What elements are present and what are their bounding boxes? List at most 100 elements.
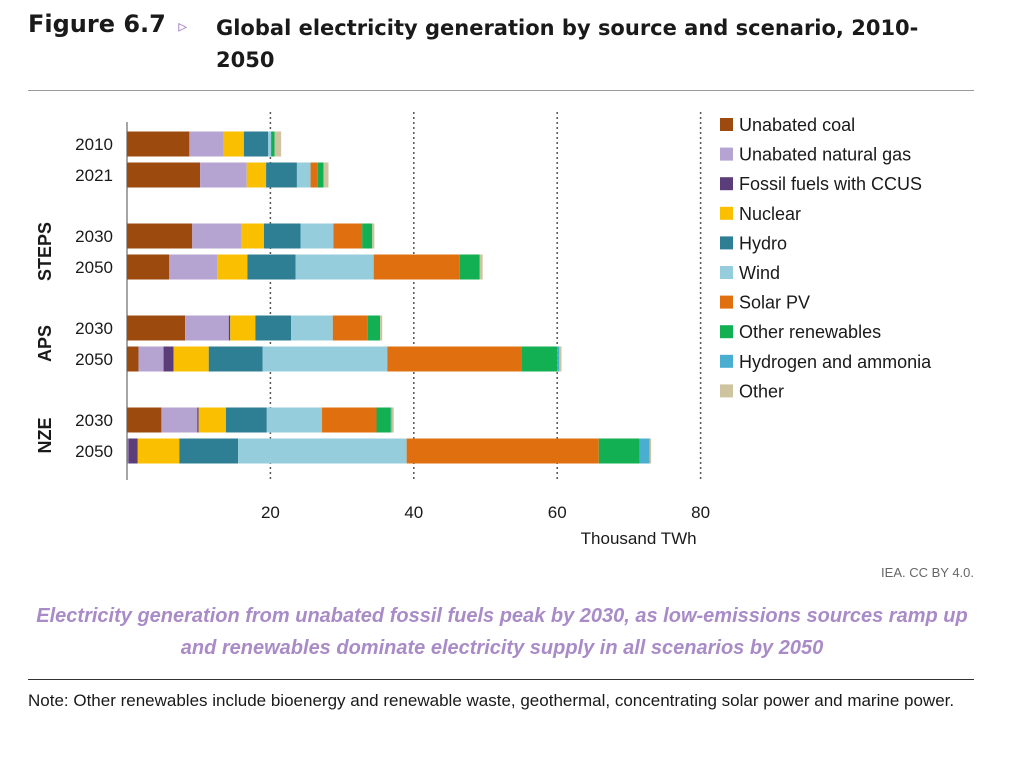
category-label: 2030 [75, 319, 113, 338]
figure-label: Figure 6.7 ▹ [28, 10, 187, 38]
bar-segment-nuclear [137, 438, 180, 464]
figure-number: Figure 6.7 [28, 10, 166, 38]
figure-caption: Electricity generation from unabated fos… [36, 605, 968, 659]
scenario-label: STEPS [35, 222, 55, 281]
bar-segment-other-renewables [376, 407, 391, 433]
bar-segment-wind [295, 254, 374, 280]
figure-arrow-icon: ▹ [178, 16, 188, 37]
legend-label: Fossil fuels with CCUS [739, 174, 922, 194]
bar-segment-other-renewables [521, 346, 558, 372]
category-label: 2050 [75, 350, 113, 369]
bar-segment-nuclear [173, 346, 209, 372]
bar-segment-unabated-natural-gas [169, 254, 218, 280]
x-axis-label: Thousand TWh [581, 529, 697, 548]
legend-swatch [720, 177, 733, 191]
legend-swatch [720, 236, 733, 250]
bar-segment-solar-pv [332, 315, 368, 341]
bar-segment-other-renewables [362, 223, 373, 249]
x-tick-label: 80 [691, 503, 710, 522]
bar-segment-other-renewables [459, 254, 480, 280]
bar-segment-solar-pv [387, 346, 522, 372]
bar-segment-unabated-coal [127, 162, 201, 188]
bar-segment-wind [266, 407, 323, 433]
legend-label: Unabated coal [739, 115, 855, 135]
bar-segment-solar-pv [373, 254, 460, 280]
bar-segment-fossil-fuels-with-ccus [128, 438, 138, 464]
bar-segment-other [274, 131, 282, 157]
bar-segment-nuclear [230, 315, 256, 341]
bar-segment-hydro [255, 315, 292, 341]
legend-label: Other renewables [739, 322, 881, 342]
bar-segment-other [380, 315, 383, 341]
legend-swatch [720, 206, 733, 220]
bar-segment-other-renewables [598, 438, 640, 464]
bar-segment-nuclear [217, 254, 248, 280]
category-label: 2021 [75, 166, 113, 185]
bar-segment-wind [238, 438, 407, 464]
bar-segment-other [649, 438, 652, 464]
legend-swatch [720, 325, 733, 339]
category-label: 2030 [75, 411, 113, 430]
bar-segment-hydro [179, 438, 239, 464]
category-label: 2050 [75, 442, 113, 461]
bar-segment-hydro [266, 162, 297, 188]
bar-segment-unabated-coal [127, 131, 190, 157]
bar-segment-solar-pv [310, 162, 318, 188]
bottom-divider [28, 679, 974, 680]
legend-label: Hydrogen and ammonia [739, 352, 932, 372]
scenario-label: APS [35, 325, 55, 362]
bar-segment-unabated-coal [127, 407, 162, 433]
bar-segment-unabated-natural-gas [200, 162, 247, 188]
bar-segment-solar-pv [322, 407, 377, 433]
bar-segment-fossil-fuels-with-ccus [197, 407, 199, 433]
bar-segment-hydrogen-and-ammonia [639, 438, 650, 464]
bar-segment-wind [268, 131, 272, 157]
figure-note: Note: Other renewables include bioenergy… [28, 691, 955, 710]
bar-segment-hydro [208, 346, 263, 372]
category-label: 2010 [75, 135, 113, 154]
bar-segment-other-renewables [367, 315, 381, 341]
bar-segment-unabated-natural-gas [161, 407, 198, 433]
legend-label: Wind [739, 263, 780, 283]
legend-label: Unabated natural gas [739, 145, 911, 165]
bar-segment-unabated-natural-gas [192, 223, 242, 249]
bar-segment-wind [296, 162, 311, 188]
figure-title: Global electricity generation by source … [216, 16, 919, 72]
bar-segment-nuclear [223, 131, 244, 157]
bar-segment-other-renewables [271, 131, 275, 157]
bar-segment-hydrogen-and-ammonia [390, 407, 392, 433]
bar-segment-fossil-fuels-with-ccus [228, 315, 231, 341]
legend-swatch [720, 266, 733, 279]
legend-swatch [720, 295, 733, 309]
legend-label: Hydro [739, 233, 787, 253]
top-divider [28, 90, 974, 91]
bar-segment-other [391, 407, 394, 433]
legend-swatch [720, 147, 733, 161]
category-label: 2050 [75, 258, 113, 277]
bar-segment-hydro [225, 407, 267, 433]
bar-segment-nuclear [246, 162, 267, 188]
bar-segment-fossil-fuels-with-ccus [163, 346, 174, 372]
x-tick-label: 20 [261, 503, 280, 522]
credit-line: IEA. CC BY 4.0. [881, 565, 974, 580]
bar-segment-hydro [243, 131, 269, 157]
legend-swatch [720, 354, 733, 368]
bar-segment-solar-pv [333, 223, 363, 249]
bar-segment-wind [291, 315, 333, 341]
x-tick-label: 40 [404, 503, 423, 522]
scenario-label: NZE [35, 418, 55, 454]
bar-segment-other [323, 162, 329, 188]
bar-segment-hydro [247, 254, 296, 280]
bar-segment-other-renewables [317, 162, 324, 188]
legend-swatch [720, 118, 733, 131]
bar-segment-unabated-coal [127, 223, 193, 249]
bar-segment-unabated-natural-gas [127, 438, 129, 464]
legend-label: Other [739, 381, 784, 401]
bar-segment-unabated-natural-gas [185, 315, 229, 341]
bar-segment-hydrogen-and-ammonia [557, 346, 560, 372]
bar-segment-other [559, 346, 562, 372]
bar-segment-wind [262, 346, 388, 372]
bar-segment-unabated-natural-gas [138, 346, 164, 372]
bar-segment-unabated-coal [127, 315, 186, 341]
stacked-bar-chart: 20 40 60 80 Thousand TWh 2010 2021 2030 2050 STEP… [35, 112, 932, 548]
